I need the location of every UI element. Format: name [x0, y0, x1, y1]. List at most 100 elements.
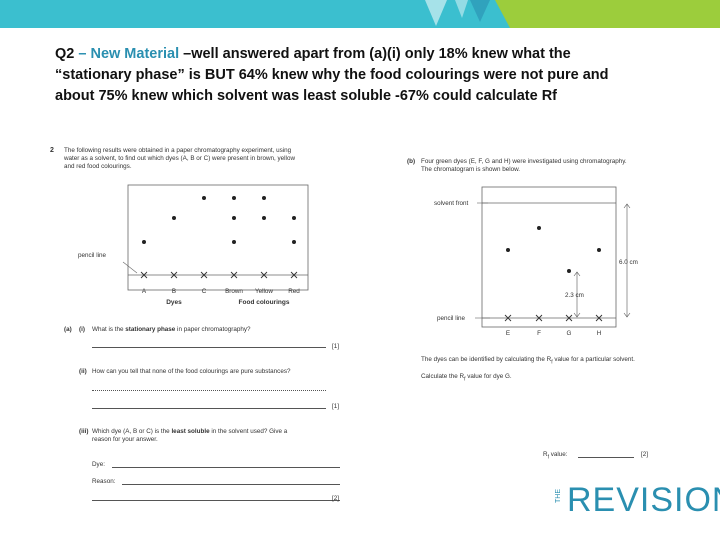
cross-Yellow	[260, 271, 268, 279]
part-iii-pre: Which dye (A, B or C) is the	[92, 428, 172, 435]
cross-A	[140, 271, 148, 279]
heading-line-1-rest: –well answered apart from (a)(i) only 18…	[179, 46, 571, 62]
heading-line-2: “stationary phase” is BUT 64% knew why t…	[55, 67, 609, 83]
spot	[262, 196, 266, 200]
rf-answer-line[interactable]	[578, 457, 634, 458]
intro-line-2: water as a solvent, to find out which dy…	[64, 155, 295, 162]
part-ii-label: (ii)	[79, 368, 87, 375]
spot	[292, 240, 296, 244]
part-iii-bold: least soluble	[171, 428, 210, 435]
lane-label-Brown: Brown	[225, 288, 243, 295]
rf-value-end: value:	[548, 451, 568, 458]
mark-b: [2]	[641, 451, 649, 458]
part-i-post: in paper chromatography?	[175, 326, 251, 333]
part-i-question: What is the stationary phase in paper ch…	[92, 326, 251, 334]
lane-label-F: F	[537, 330, 541, 337]
logo-word: REVISION	[567, 481, 720, 519]
logo-the: THE	[555, 489, 567, 503]
banner-green-band	[495, 0, 720, 28]
spot	[506, 248, 510, 252]
spot	[262, 216, 266, 220]
lane-label-Yellow: Yellow	[255, 288, 273, 295]
spot	[232, 240, 236, 244]
dye-spots-2	[506, 226, 601, 273]
distance-g-label: 2.3 cm	[565, 292, 584, 299]
mark-ii: [1]	[332, 403, 340, 410]
dye-answer-line[interactable]	[112, 467, 340, 468]
mark-iii: [2]	[332, 495, 340, 502]
cross-F	[535, 314, 543, 322]
arrow-total-heads	[623, 203, 631, 318]
start-crosses	[140, 271, 298, 279]
spot	[567, 269, 571, 273]
lane-label-E: E	[506, 330, 510, 337]
part-b-line-1: Four green dyes (E, F, G and H) were inv…	[421, 158, 627, 165]
cross-Red	[290, 271, 298, 279]
banner-teal-band	[0, 0, 510, 28]
heading-line-3: about 75% knew which solvent was least s…	[55, 88, 558, 104]
pencil-line-label: pencil line	[78, 252, 107, 259]
cross-Brown	[230, 271, 238, 279]
lane-label-G: G	[567, 330, 572, 337]
heading-dash: –	[74, 46, 91, 62]
pencil-line-label-2: pencil line	[437, 315, 466, 322]
chromatogram-1: pencil line A B C Brown Yellow Red Dyes …	[78, 184, 309, 306]
part-iii-question: Which dye (A, B or C) is the least solub…	[92, 428, 287, 436]
rf-value-label: Rf value:	[543, 451, 568, 462]
question-label: Q2	[55, 46, 75, 62]
rf-instruction-2: Calculate the Rf value for dye G.	[421, 373, 512, 384]
rf-text-1: The dyes can be identified by calculatin…	[421, 356, 552, 363]
spot	[597, 248, 601, 252]
group-label-food: Food colourings	[239, 299, 290, 306]
dye-spots	[142, 196, 296, 244]
question-number: 2	[50, 147, 54, 154]
lane-label-A: A	[142, 288, 147, 295]
paper-outline-2	[481, 186, 617, 328]
reason-answer-line-1[interactable]	[122, 484, 340, 485]
spot	[292, 216, 296, 220]
reason-label: Reason:	[92, 478, 116, 485]
spot	[537, 226, 541, 230]
new-material-highlight: New Material	[90, 46, 180, 62]
intro-line-3: and red food colourings.	[64, 163, 132, 170]
part-i-bold: stationary phase	[125, 326, 176, 333]
part-i-label: (i)	[79, 326, 85, 333]
cross-C	[200, 271, 208, 279]
lane-label-Red: Red	[288, 288, 300, 295]
intro-line-1: The following results were obtained in a…	[64, 147, 292, 154]
dye-label: Dye:	[92, 461, 105, 468]
rf-sub-2: f	[464, 376, 466, 383]
start-crosses-2	[504, 314, 603, 322]
part-iii-label: (iii)	[79, 428, 89, 435]
reason-answer-line-2[interactable]	[92, 500, 340, 501]
distance-total-label: 6.0 cm	[619, 259, 638, 266]
banner-chevron-mid	[455, 0, 468, 18]
part-b-line-2: The chromatogram is shown below.	[421, 166, 521, 173]
lane-label-H: H	[597, 330, 602, 337]
cross-B	[170, 271, 178, 279]
answer-line-i[interactable]	[92, 347, 326, 348]
mark-i: [1]	[332, 343, 340, 350]
part-iii-line-2: reason for your answer.	[92, 436, 158, 443]
rf-value-r: R	[543, 451, 548, 458]
spot	[232, 196, 236, 200]
lane-label-B: B	[172, 288, 176, 295]
cross-G	[565, 314, 573, 322]
answer-line-ii-1[interactable]	[92, 390, 326, 391]
solvent-front-label: solvent front	[434, 200, 469, 207]
arrow-g-heads	[573, 271, 581, 318]
lane-labels-2: E F G H	[506, 330, 602, 337]
pencil-line-pointer	[122, 261, 138, 274]
part-b-label: (b)	[407, 158, 416, 165]
part-ii-question: How can you tell that none of the food c…	[92, 368, 291, 375]
group-label-dyes: Dyes	[166, 299, 182, 306]
lane-label-C: C	[202, 288, 207, 295]
distance-arrows	[573, 203, 631, 318]
rf-value-sub: f	[547, 454, 549, 461]
spot	[172, 216, 176, 220]
cross-H	[595, 314, 603, 322]
answer-line-ii-2[interactable]	[92, 408, 326, 409]
rf-text-1-end: value for a particular solvent.	[552, 356, 635, 363]
lane-labels: A B C Brown Yellow Red	[142, 288, 300, 295]
slide-heading: Q2 – New Material –well answered apart f…	[55, 44, 695, 107]
